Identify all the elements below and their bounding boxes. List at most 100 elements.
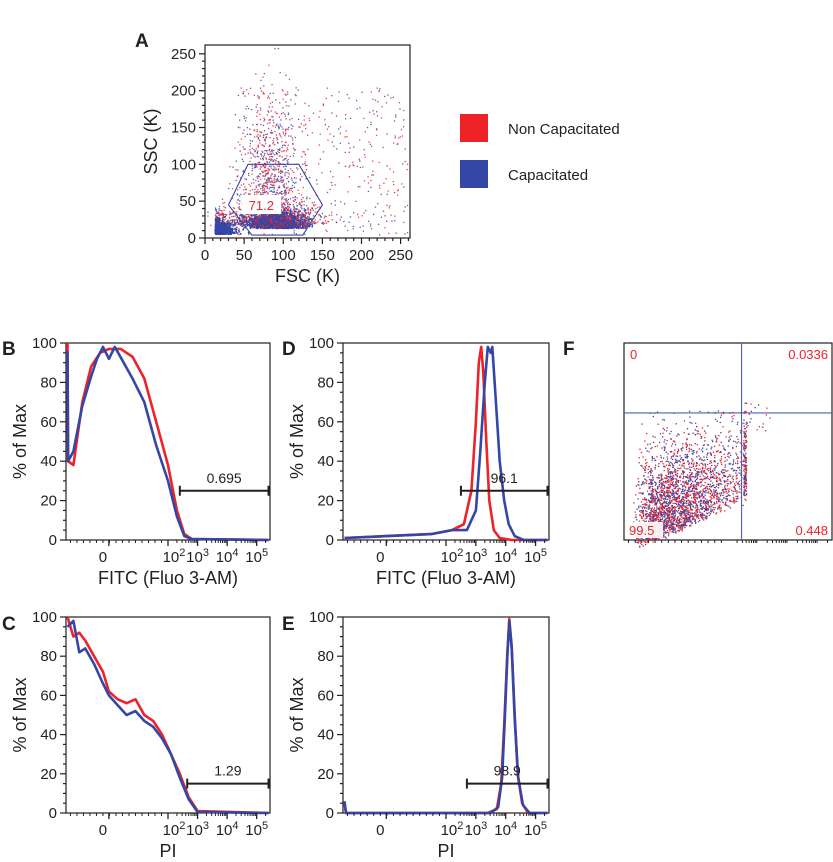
scatter-point — [704, 467, 706, 469]
scatter-point — [218, 210, 220, 212]
scatter-point — [281, 151, 283, 153]
scatter-point — [287, 217, 290, 219]
scatter-point — [279, 225, 282, 227]
scatter-point — [275, 169, 277, 171]
scatter-point — [255, 73, 257, 75]
scatter-point — [277, 222, 280, 224]
scatter-point — [670, 461, 672, 464]
scatter-point — [271, 115, 273, 118]
scatter-point — [267, 167, 269, 170]
scatter-point — [293, 211, 295, 214]
scatter-point — [266, 216, 269, 218]
scatter-point — [271, 106, 273, 108]
gate-label: 96.1 — [491, 470, 518, 486]
scatter-point — [310, 209, 312, 212]
scatter-point — [214, 207, 217, 209]
scatter-point — [237, 199, 239, 202]
x-tick-label: 0 — [376, 549, 384, 566]
scatter-point — [288, 205, 290, 208]
scatter-point — [296, 167, 298, 169]
scatter-point — [267, 179, 269, 181]
scatter-point — [256, 129, 258, 131]
scatter-point — [638, 538, 640, 540]
scatter-point — [271, 180, 273, 182]
scatter-point — [269, 119, 271, 121]
scatter-point — [268, 165, 271, 168]
scatter-point — [246, 224, 249, 227]
scatter-point — [298, 223, 300, 225]
scatter-point — [259, 193, 262, 196]
scatter-point — [252, 217, 255, 220]
scatter-point — [274, 217, 277, 219]
scatter-point — [219, 225, 222, 228]
scatter-point — [286, 227, 288, 229]
gate-polygon — [227, 163, 324, 236]
scatter-point — [238, 221, 240, 223]
scatter-point — [376, 129, 378, 131]
scatter-point — [241, 214, 243, 217]
x-axis-title: FITC (Fluo 3-AM) — [376, 568, 516, 588]
scatter-point — [394, 137, 396, 139]
scatter-point — [381, 106, 383, 108]
scatter-point — [385, 178, 387, 180]
scatter-point — [218, 224, 220, 226]
scatter-point — [257, 218, 259, 220]
scatter-point — [275, 227, 277, 230]
scatter-point — [249, 160, 251, 163]
scatter-point — [255, 219, 257, 222]
scatter-point — [279, 179, 282, 181]
scatter-point — [292, 216, 294, 219]
scatter-point — [295, 177, 297, 179]
scatter-point — [282, 179, 285, 181]
scatter-point — [287, 149, 289, 151]
scatter-point — [298, 126, 300, 128]
scatter-point — [265, 191, 268, 193]
scatter-point — [232, 231, 235, 234]
scatter-point — [271, 173, 273, 175]
scatter-point — [305, 123, 307, 126]
scatter-point — [260, 166, 262, 168]
scatter-point — [291, 187, 293, 190]
scatter-point — [278, 128, 280, 130]
scatter-point — [304, 223, 306, 226]
scatter-point — [255, 215, 257, 217]
scatter-point — [280, 169, 282, 172]
scatter-point — [287, 209, 289, 211]
scatter-point — [316, 179, 318, 181]
scatter-point — [222, 202, 224, 204]
x-axis: 0 102 103 104 105 — [346, 540, 547, 566]
y-tick-label: 60 — [317, 687, 334, 704]
scatter-point — [271, 83, 273, 86]
scatter-point — [402, 163, 404, 165]
scatter-point — [273, 191, 276, 193]
scatter-point — [273, 169, 275, 171]
scatter-point — [239, 200, 241, 202]
scatter-point — [280, 222, 282, 224]
scatter-point — [283, 220, 286, 222]
scatter-point — [319, 158, 322, 160]
scatter-point — [267, 217, 269, 220]
scatter-point — [240, 216, 243, 218]
scatter-point — [300, 206, 302, 208]
scatter-point — [268, 221, 270, 224]
scatter-point — [253, 182, 255, 184]
scatter-point — [344, 165, 347, 168]
scatter-point — [383, 95, 386, 98]
scatter-point — [280, 193, 283, 195]
scatter-point — [290, 177, 293, 179]
scatter-point — [284, 206, 287, 209]
scatter-point — [324, 215, 326, 217]
scatter-point — [343, 220, 345, 223]
scatter-point — [282, 112, 284, 114]
scatter-point — [386, 193, 388, 196]
scatter-point — [289, 218, 291, 220]
scatter-point — [262, 91, 264, 94]
scatter-point — [348, 151, 350, 153]
scatter-point — [253, 129, 255, 131]
scatter-point — [263, 163, 266, 165]
scatter-point — [281, 156, 284, 158]
scatter-point — [281, 205, 283, 207]
scatter-point — [273, 168, 275, 170]
scatter-point — [287, 186, 289, 188]
scatter-point — [377, 101, 379, 103]
